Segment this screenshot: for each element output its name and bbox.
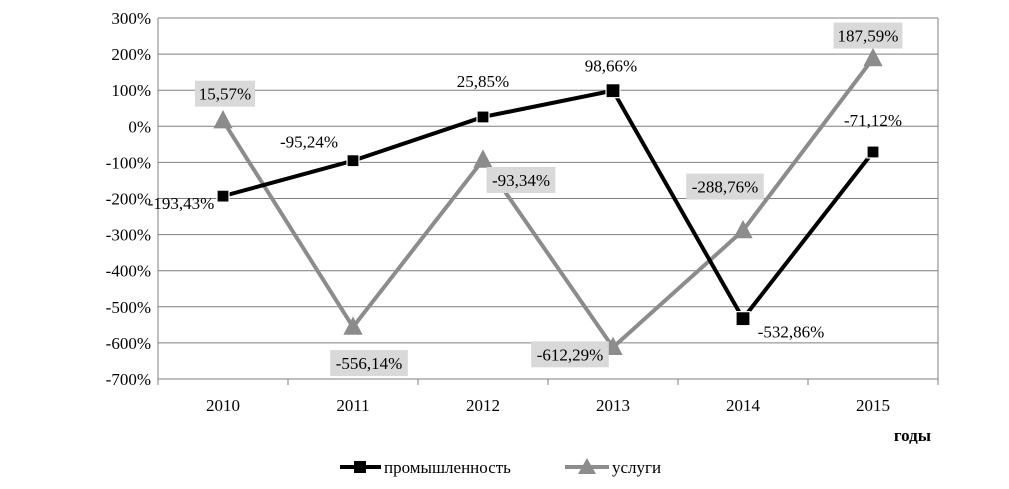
data-label-industry-2012: 25,85%: [457, 72, 509, 91]
data-point-services-2010: [213, 110, 233, 129]
data-point-industry-2010: [216, 189, 230, 203]
y-tick-label: -300%: [106, 226, 151, 245]
data-label-services-2014: -288,76%: [692, 178, 759, 197]
y-tick-label: -700%: [106, 370, 151, 389]
legend: промышленность услуги: [340, 458, 661, 477]
x-tick-label: 2014: [726, 396, 761, 415]
data-point-industry-2015: [866, 145, 880, 159]
series-line-services: [221, 57, 875, 351]
y-tick-label: 0%: [128, 117, 151, 136]
y-tick-label: 100%: [111, 81, 151, 100]
y-tick-label: -500%: [106, 298, 151, 317]
legend-label-services: услуги: [612, 458, 661, 477]
data-label-industry-2015: -71,12%: [844, 111, 902, 130]
y-tick-label: -600%: [106, 334, 151, 353]
data-label-box: [330, 350, 408, 377]
data-label-industry-2010: -193,43%: [148, 194, 215, 213]
legend-label-industry: промышленность: [384, 458, 511, 477]
data-point-industry-2014: [735, 311, 751, 327]
y-tick-label: -100%: [106, 153, 151, 172]
x-tick-label: 2010: [206, 396, 240, 415]
series-lines: [213, 47, 883, 356]
data-label-services-2011: -556,14%: [336, 354, 403, 373]
data-point-industry-2011: [346, 154, 360, 168]
y-axis-tick-labels: 300% 200% 100% 0% -100% -200% -300% -400% -500% -…: [106, 9, 151, 389]
x-axis-title: годы: [894, 426, 931, 445]
data-point-industry-2012: [476, 110, 490, 124]
x-tick-label: 2012: [466, 396, 500, 415]
x-tick-label: 2013: [596, 396, 630, 415]
data-label-industry-2011: -95,24%: [280, 133, 338, 152]
x-tick-label: 2015: [856, 396, 890, 415]
legend-swatch-marker-services: [578, 458, 596, 474]
data-point-services-2014: [733, 219, 753, 239]
y-tick-label: -200%: [106, 190, 151, 209]
data-point-services-2015: [863, 47, 883, 67]
gridlines: [157, 17, 939, 385]
data-labels: -193,43% -95,24% 25,85% 98,66% -532,86% -71,1…: [148, 22, 903, 377]
series-line-industry: [222, 88, 875, 323]
data-label-box: [833, 22, 903, 49]
legend-swatch-marker-industry: [354, 461, 366, 473]
y-tick-label: 200%: [111, 45, 151, 64]
data-point-industry-2013: [605, 83, 621, 99]
data-label-services-2012: -93,34%: [492, 171, 550, 190]
data-label-services-2013: -612,29%: [537, 345, 604, 364]
x-axis-tick-labels: 2010 2011 2012 2013 2014 2015: [206, 396, 890, 415]
data-label-box: [531, 341, 609, 368]
y-tick-label: -400%: [106, 262, 151, 281]
data-label-services-2015: 187,59%: [838, 27, 899, 46]
data-label-box: [486, 166, 556, 193]
data-point-services-2011: [343, 316, 363, 335]
data-label-industry-2013: 98,66%: [585, 57, 637, 76]
data-label-box: [194, 80, 256, 107]
y-tick-label: 300%: [111, 9, 151, 28]
x-tick-label: 2011: [336, 396, 369, 415]
data-label-industry-2014: -532,86%: [758, 323, 825, 342]
data-label-box: [686, 173, 764, 200]
data-point-services-2012: [473, 149, 493, 168]
data-label-services-2010: 15,57%: [199, 85, 251, 104]
